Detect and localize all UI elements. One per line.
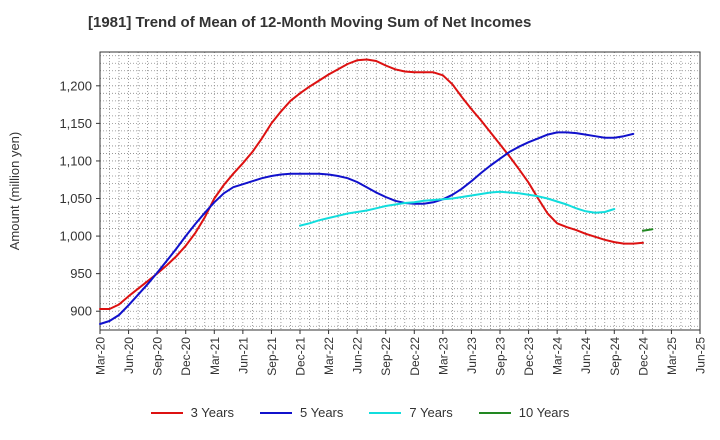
y-axis-label: Amount (million yen) [7, 132, 22, 251]
x-tick-label: Jun-21 [236, 337, 250, 374]
series-line-3-years [99, 58, 644, 310]
y-tick-label: 1,000 [59, 229, 92, 244]
x-tick-label: Mar-21 [208, 337, 222, 375]
x-tick-label: Jun-23 [465, 337, 479, 374]
series-line-5-years [99, 131, 635, 325]
y-tick-label: 1,050 [59, 191, 92, 206]
legend-swatch-3-years [150, 411, 183, 414]
x-tick-label: Mar-20 [94, 337, 108, 375]
x-tick-label: Jun-24 [579, 337, 593, 374]
x-tick-label: Sep-24 [608, 337, 622, 376]
legend-label-5-years: 5 Years [300, 405, 344, 420]
legend-label-10-years: 10 Years [518, 405, 570, 420]
y-tick-label: 1,100 [59, 153, 92, 168]
x-tick-label: Sep-22 [379, 337, 393, 376]
series-line-7-years [299, 190, 616, 227]
x-tick-label: Dec-22 [408, 337, 422, 376]
legend-label-7-years: 7 Years [409, 405, 453, 420]
plot-border [99, 51, 701, 331]
x-tick-label: Sep-23 [494, 337, 508, 376]
x-tick-label: Mar-25 [665, 337, 679, 375]
legend-item-3-years: 3 Years [150, 405, 234, 420]
x-tick-label: Dec-24 [636, 337, 650, 376]
y-tick-label: 950 [70, 266, 92, 281]
legend-swatch-10-years [478, 411, 511, 414]
x-tick-label: Jun-20 [122, 337, 136, 374]
x-tick-label: Jun-25 [694, 337, 708, 374]
x-tick-label: Dec-21 [294, 337, 308, 376]
legend-item-10-years: 10 Years [478, 405, 570, 420]
legend-item-7-years: 7 Years [369, 405, 453, 420]
chart-title: [1981] Trend of Mean of 12-Month Moving … [88, 14, 532, 31]
y-tick-label: 1,150 [59, 116, 92, 131]
x-tick-label: Mar-24 [551, 337, 565, 375]
x-tick-label: Jun-22 [351, 337, 365, 374]
series-line-10-years [641, 228, 654, 232]
legend-swatch-7-years [369, 411, 402, 414]
x-tick-label: Dec-20 [179, 337, 193, 376]
y-tick-label: 900 [70, 304, 92, 319]
legend-item-5-years: 5 Years [260, 405, 343, 420]
legend-swatch-5-years [260, 411, 292, 414]
legend-label-3-years: 3 Years [190, 405, 234, 420]
x-tick-label: Sep-21 [265, 337, 279, 376]
x-tick-label: Sep-20 [151, 337, 165, 376]
chart-legend: 3 Years 5 Years 7 Years 10 Years [0, 405, 720, 420]
x-tick-label: Mar-22 [322, 337, 336, 375]
x-tick-label: Mar-23 [436, 337, 450, 375]
y-tick-label: 1,200 [59, 78, 92, 93]
x-tick-label: Dec-23 [522, 337, 536, 376]
